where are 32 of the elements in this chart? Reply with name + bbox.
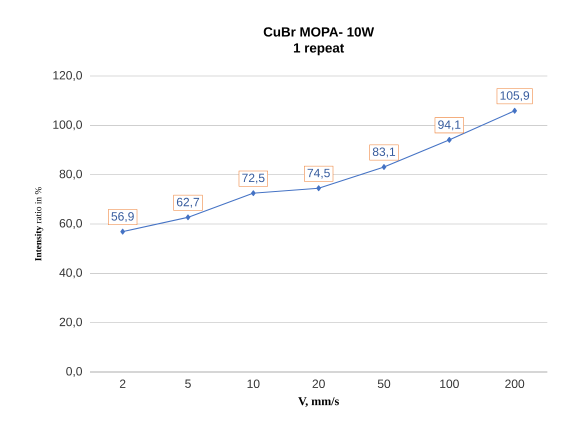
x-tick-label: 100 bbox=[440, 380, 459, 388]
x-tick-label: 50 bbox=[378, 380, 390, 388]
point bbox=[382, 164, 386, 170]
x-tick-label: 5 bbox=[185, 380, 191, 388]
y-tick-label: 120,0 bbox=[53, 71, 82, 81]
x-tick-label: 10 bbox=[248, 380, 260, 388]
x-axis-title: V, mm/s bbox=[298, 397, 339, 407]
point bbox=[120, 228, 126, 235]
x-tick-label: 20 bbox=[312, 380, 325, 388]
y-tick-label: 100,0 bbox=[53, 120, 82, 130]
point bbox=[250, 190, 256, 196]
y-tick-label: 80,0 bbox=[60, 170, 82, 180]
y-tick-label: 40,0 bbox=[59, 268, 82, 278]
data-label: 105,9 bbox=[500, 91, 530, 102]
y-axis-title: Intensity ratio in % bbox=[34, 187, 44, 261]
point bbox=[512, 108, 517, 114]
x-tick-label: 2 bbox=[120, 380, 126, 388]
point bbox=[446, 136, 452, 143]
data-label: 56,9 bbox=[111, 212, 134, 222]
point bbox=[186, 214, 190, 220]
data-label: 62,7 bbox=[176, 198, 200, 208]
y-tick-label: 0,0 bbox=[66, 367, 82, 377]
chart-title: CuBr MOPA- 10W bbox=[264, 27, 374, 37]
data-label: 72,5 bbox=[242, 174, 264, 184]
y-tick-label: 60,0 bbox=[60, 219, 82, 229]
data-label: 94,1 bbox=[438, 120, 460, 130]
y-tick-label: 20,0 bbox=[60, 318, 82, 328]
chart-subtitle: 1 repeat bbox=[294, 43, 344, 56]
data-label: 74,5 bbox=[308, 168, 330, 179]
point bbox=[316, 185, 321, 192]
x-tick-label: 200 bbox=[505, 380, 524, 388]
data-label: 83,1 bbox=[372, 147, 396, 158]
